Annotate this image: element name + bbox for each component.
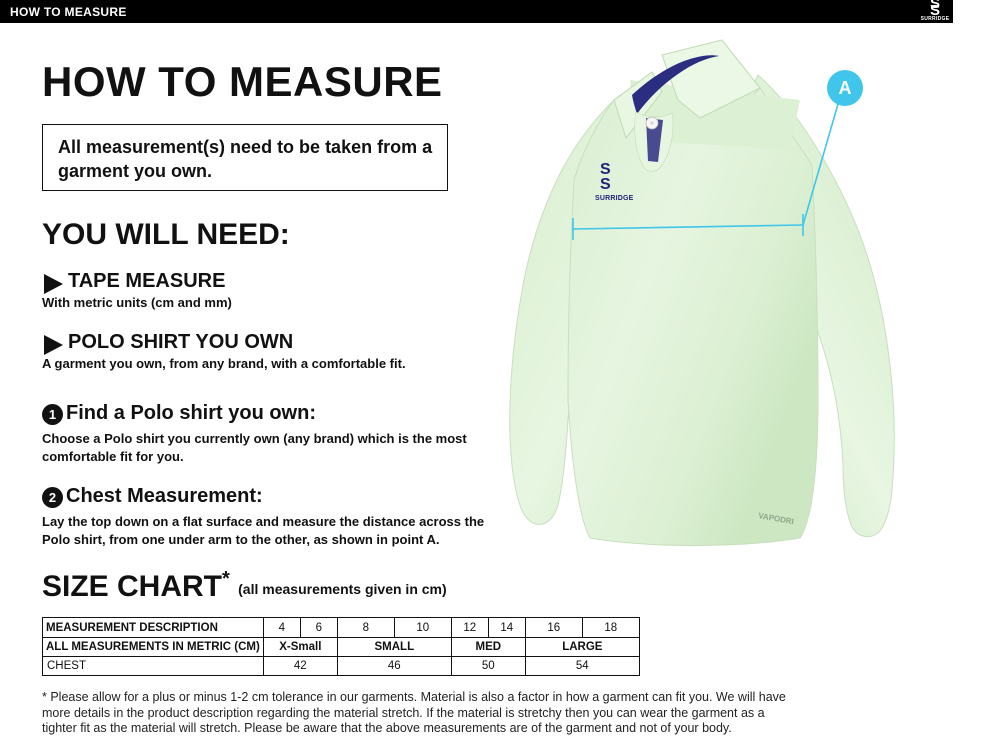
svg-text:A: A xyxy=(839,78,852,98)
svg-text:SURRIDGE: SURRIDGE xyxy=(595,195,634,202)
svg-text:S: S xyxy=(600,176,611,193)
